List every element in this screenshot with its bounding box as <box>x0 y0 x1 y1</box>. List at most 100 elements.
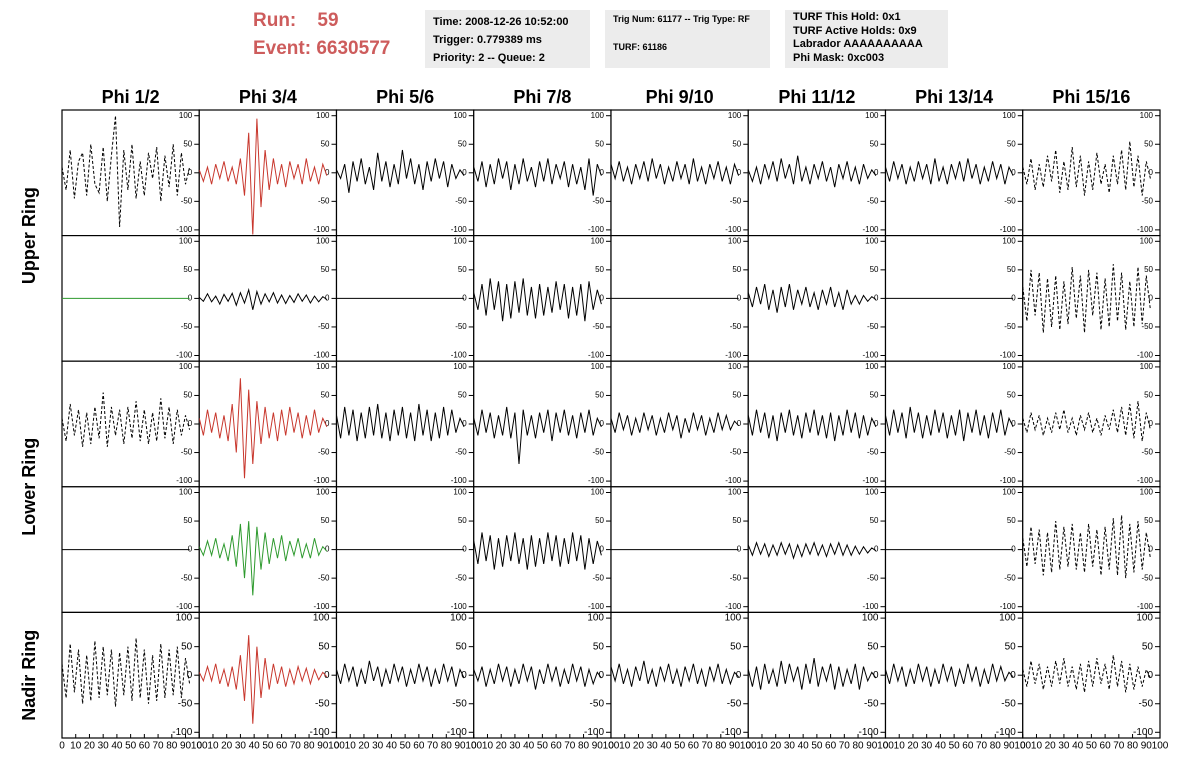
y-tick-label: 50 <box>183 391 192 400</box>
y-tick-label: 100 <box>865 236 879 245</box>
y-tick-label: -100 <box>725 476 742 485</box>
y-tick-label: 50 <box>870 265 879 274</box>
x-tick-label: 30 <box>1058 741 1070 752</box>
panel-frame <box>61 109 200 237</box>
x-tick-label: 60 <box>962 741 974 752</box>
info-line: Trig Num: 61177 -- Trig Type: RF <box>613 14 750 24</box>
waveform <box>62 392 191 447</box>
x-tick-label: 10 <box>756 741 768 752</box>
y-tick-label: -50 <box>730 196 742 205</box>
y-tick-label: -100 <box>588 602 605 611</box>
waveform <box>473 663 602 690</box>
x-tick-label: 70 <box>290 741 302 752</box>
x-tick-label: 50 <box>811 741 823 752</box>
y-tick-label: 0 <box>737 419 742 428</box>
x-tick-label: 30 <box>784 741 796 752</box>
run-key: Run: <box>253 10 297 31</box>
y-tick-label: 0 <box>1149 545 1154 554</box>
x-tick-label: 40 <box>523 741 535 752</box>
x-tick-label: 20 <box>633 741 645 752</box>
waveform <box>473 158 602 196</box>
x-tick-label: 70 <box>564 741 576 752</box>
y-tick-label: -50 <box>867 448 879 457</box>
y-tick-label: 100 <box>1140 111 1154 120</box>
x-tick-label: 30 <box>372 741 384 752</box>
x-tick-label: 80 <box>990 741 1002 752</box>
y-tick-label: 50 <box>458 391 467 400</box>
y-tick-label: -50 <box>181 322 193 331</box>
y-tick-label: 50 <box>1144 391 1153 400</box>
waveform <box>199 287 328 310</box>
y-tick-label: 100 <box>179 488 193 497</box>
y-tick-label: 100 <box>725 613 742 624</box>
y-tick-label: 50 <box>1007 139 1016 148</box>
waveform <box>611 158 740 185</box>
y-tick-label: 50 <box>183 139 192 148</box>
info-line: TURF Active Holds: 0x9 <box>793 24 917 37</box>
waveform <box>1022 141 1151 196</box>
y-tick-label: 0 <box>737 545 742 554</box>
x-tick-label: 100 <box>191 741 208 752</box>
y-tick-label: -100 <box>451 225 468 234</box>
x-tick-label: 50 <box>1086 741 1098 752</box>
x-tick-label: 20 <box>358 741 370 752</box>
y-tick-label: -100 <box>447 727 467 738</box>
y-tick-label: -100 <box>725 351 742 360</box>
column-header: Phi 7/8 <box>513 87 571 107</box>
y-tick-label: 0 <box>462 168 467 177</box>
x-tick-label: 50 <box>949 741 961 752</box>
x-tick-label: 20 <box>84 741 96 752</box>
info-line: Time: 2008-12-26 10:52:00 <box>433 16 569 28</box>
x-tick-label: 0 <box>59 741 65 752</box>
x-tick-label: 80 <box>852 741 864 752</box>
panel-frame <box>61 360 200 488</box>
y-tick-label: 50 <box>458 516 467 525</box>
y-tick-label: -100 <box>1000 225 1017 234</box>
waveform <box>199 635 328 724</box>
y-tick-label: -50 <box>730 322 742 331</box>
y-tick-label: 0 <box>324 670 330 681</box>
y-tick-label: -50 <box>864 698 879 709</box>
y-tick-label: 50 <box>732 265 741 274</box>
y-tick-label: -100 <box>1137 476 1154 485</box>
y-tick-label: 50 <box>1005 641 1017 652</box>
y-tick-label: 0 <box>873 670 879 681</box>
y-tick-label: 50 <box>1142 641 1154 652</box>
y-tick-label: 100 <box>865 111 879 120</box>
panel-frame <box>747 235 887 362</box>
y-tick-label: -50 <box>730 573 742 582</box>
x-tick-label: 10 <box>207 741 219 752</box>
y-tick-label: 50 <box>595 265 604 274</box>
x-tick-label: 0 <box>745 741 751 752</box>
y-tick-label: 0 <box>461 670 467 681</box>
x-tick-label: 80 <box>1127 741 1139 752</box>
x-tick-label: 60 <box>688 741 700 752</box>
row-label: Nadir Ring <box>19 630 39 721</box>
y-tick-label: 100 <box>591 111 605 120</box>
y-tick-label: 0 <box>188 168 193 177</box>
y-tick-label: -100 <box>313 351 330 360</box>
x-tick-label: 60 <box>1100 741 1112 752</box>
y-tick-label: 50 <box>730 641 742 652</box>
y-tick-label: 100 <box>453 488 467 497</box>
y-tick-label: 0 <box>462 419 467 428</box>
y-tick-label: 0 <box>1011 545 1016 554</box>
y-tick-label: 100 <box>453 111 467 120</box>
y-tick-label: -50 <box>318 196 330 205</box>
y-tick-label: -50 <box>867 322 879 331</box>
x-tick-label: 50 <box>674 741 686 752</box>
y-tick-label: 50 <box>732 516 741 525</box>
y-tick-label: 50 <box>1144 516 1153 525</box>
x-tick-label: 30 <box>98 741 110 752</box>
waveform <box>748 658 877 690</box>
x-tick-label: 100 <box>1152 741 1169 752</box>
y-tick-label: 100 <box>999 613 1016 624</box>
waveform <box>1022 401 1151 442</box>
y-tick-label: -100 <box>725 225 742 234</box>
y-tick-label: 100 <box>316 236 330 245</box>
x-tick-label: 20 <box>496 741 508 752</box>
y-tick-label: -50 <box>178 698 193 709</box>
y-tick-label: 0 <box>1149 419 1154 428</box>
y-tick-label: 0 <box>1147 670 1153 681</box>
